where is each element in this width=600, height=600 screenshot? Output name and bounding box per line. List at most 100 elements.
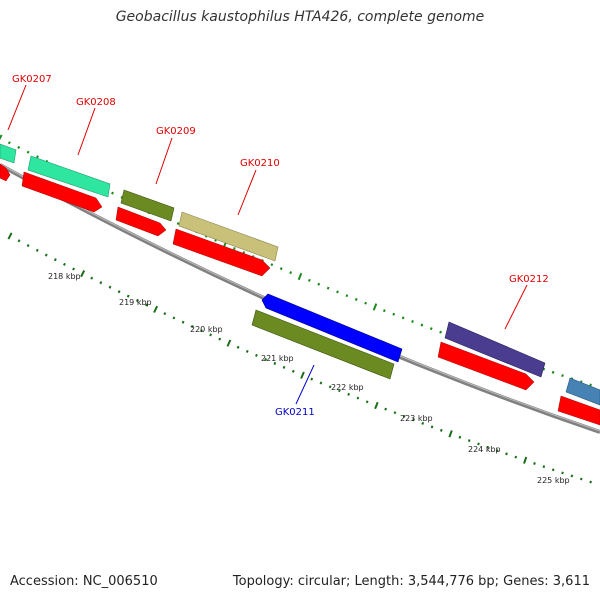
minor-tick <box>382 309 386 313</box>
minor-tick <box>589 383 592 387</box>
minor-tick <box>111 191 114 195</box>
gene-bar-gk0210[interactable] <box>178 211 279 262</box>
minor-tick <box>420 323 424 327</box>
minor-tick <box>108 285 112 289</box>
cds-arrow[interactable] <box>21 171 103 213</box>
label-leaders <box>7 84 528 405</box>
minor-tick <box>273 361 277 365</box>
minor-tick <box>354 297 358 301</box>
minor-tick <box>90 276 94 280</box>
ruler-label: 220 kbp <box>190 325 223 334</box>
major-tick <box>372 303 378 311</box>
major-tick <box>153 305 159 313</box>
minor-tick <box>99 281 103 285</box>
minor-tick <box>401 316 405 320</box>
minor-tick <box>338 389 341 393</box>
minor-tick <box>126 294 130 298</box>
minor-tick <box>429 327 433 331</box>
gene-label[interactable]: GK0212 <box>509 274 549 285</box>
minor-tick <box>486 445 490 449</box>
minor-tick <box>190 324 194 329</box>
major-tick <box>226 339 232 347</box>
minor-tick <box>326 286 330 290</box>
minor-tick <box>439 330 442 334</box>
major-tick <box>448 430 453 438</box>
major-tick <box>374 401 379 410</box>
gene-label[interactable]: GK0210 <box>240 158 280 169</box>
ruler-label: 221 kbp <box>261 354 294 363</box>
map-title: Geobacillus kaustophilus HTA426, complet… <box>115 9 485 25</box>
ruler-label: 225 kbp <box>537 476 570 485</box>
cds-arrow[interactable] <box>172 228 271 277</box>
gene-bar-gk0208[interactable] <box>27 155 111 198</box>
minor-tick <box>439 428 443 432</box>
major-tick <box>297 272 303 281</box>
minor-tick <box>551 468 555 472</box>
cds-arrow[interactable] <box>437 341 535 391</box>
gene-bar-gk0207[interactable] <box>0 143 17 164</box>
minor-tick <box>579 477 583 481</box>
minor-tick <box>163 312 167 316</box>
minor-tick <box>347 392 351 396</box>
minor-tick <box>364 301 368 305</box>
minor-tick <box>411 320 414 323</box>
minor-tick <box>145 303 148 307</box>
minor-tick <box>467 439 471 443</box>
minor-tick <box>421 421 425 425</box>
gene-bar-gk0212[interactable] <box>444 321 546 378</box>
minor-tick <box>17 145 21 149</box>
minor-tick <box>561 471 564 475</box>
minor-tick <box>264 358 268 361</box>
minor-tick <box>245 349 249 353</box>
gene-label[interactable]: GK0208 <box>76 97 116 108</box>
minor-tick <box>26 244 30 248</box>
minor-tick <box>495 449 499 453</box>
minor-tick <box>458 435 462 439</box>
gene-arrow-gk0211-blue[interactable] <box>261 293 403 363</box>
minor-tick <box>356 396 360 400</box>
major-tick <box>300 371 305 379</box>
cds-arrow[interactable] <box>0 163 11 182</box>
ruler-label: 222 kbp <box>331 383 364 392</box>
gene-bar-gk0209[interactable] <box>120 189 175 222</box>
gene-bar-gk0211[interactable] <box>251 309 395 380</box>
gene-labels: GK0207 GK0208 GK0209 GK0210 GK0211 GK021… <box>12 74 549 418</box>
minor-tick <box>35 248 39 252</box>
minor-tick <box>289 271 293 275</box>
major-tick <box>80 270 86 278</box>
minor-tick <box>135 299 139 303</box>
minor-tick <box>365 400 369 404</box>
minor-tick <box>209 333 213 337</box>
genome-summary-text: Topology: circular; Length: 3,544,776 bp… <box>232 574 590 589</box>
cds-arrow[interactable] <box>115 206 167 237</box>
minor-tick <box>384 407 388 411</box>
gene-label[interactable]: GK0207 <box>12 74 52 85</box>
gene-label[interactable]: GK0211 <box>275 407 315 418</box>
gene-label[interactable]: GK0209 <box>156 126 196 137</box>
minor-tick <box>36 155 39 159</box>
minor-tick <box>505 452 508 456</box>
minor-tick <box>589 480 592 484</box>
inner-tick-track <box>7 232 592 484</box>
minor-tick <box>551 370 555 374</box>
gene-bar-partial[interactable] <box>565 377 600 406</box>
minor-tick <box>172 316 176 320</box>
minor-tick <box>392 312 396 316</box>
minor-tick <box>181 320 185 324</box>
major-tick <box>0 134 3 141</box>
minor-tick <box>218 337 222 341</box>
minor-tick <box>533 462 536 465</box>
cds-arrow[interactable] <box>557 395 600 426</box>
minor-tick <box>345 294 349 298</box>
ruler-label: 224 kbp <box>468 445 501 454</box>
minor-tick <box>307 278 311 282</box>
minor-tick <box>199 329 203 333</box>
gene-bars <box>0 143 600 406</box>
accession-text: Accession: NC_006510 <box>10 574 158 589</box>
minor-tick <box>570 474 574 478</box>
minor-tick <box>63 262 66 266</box>
major-tick <box>7 232 13 240</box>
ruler-label: 218 kbp <box>48 272 81 281</box>
minor-tick <box>176 221 180 226</box>
